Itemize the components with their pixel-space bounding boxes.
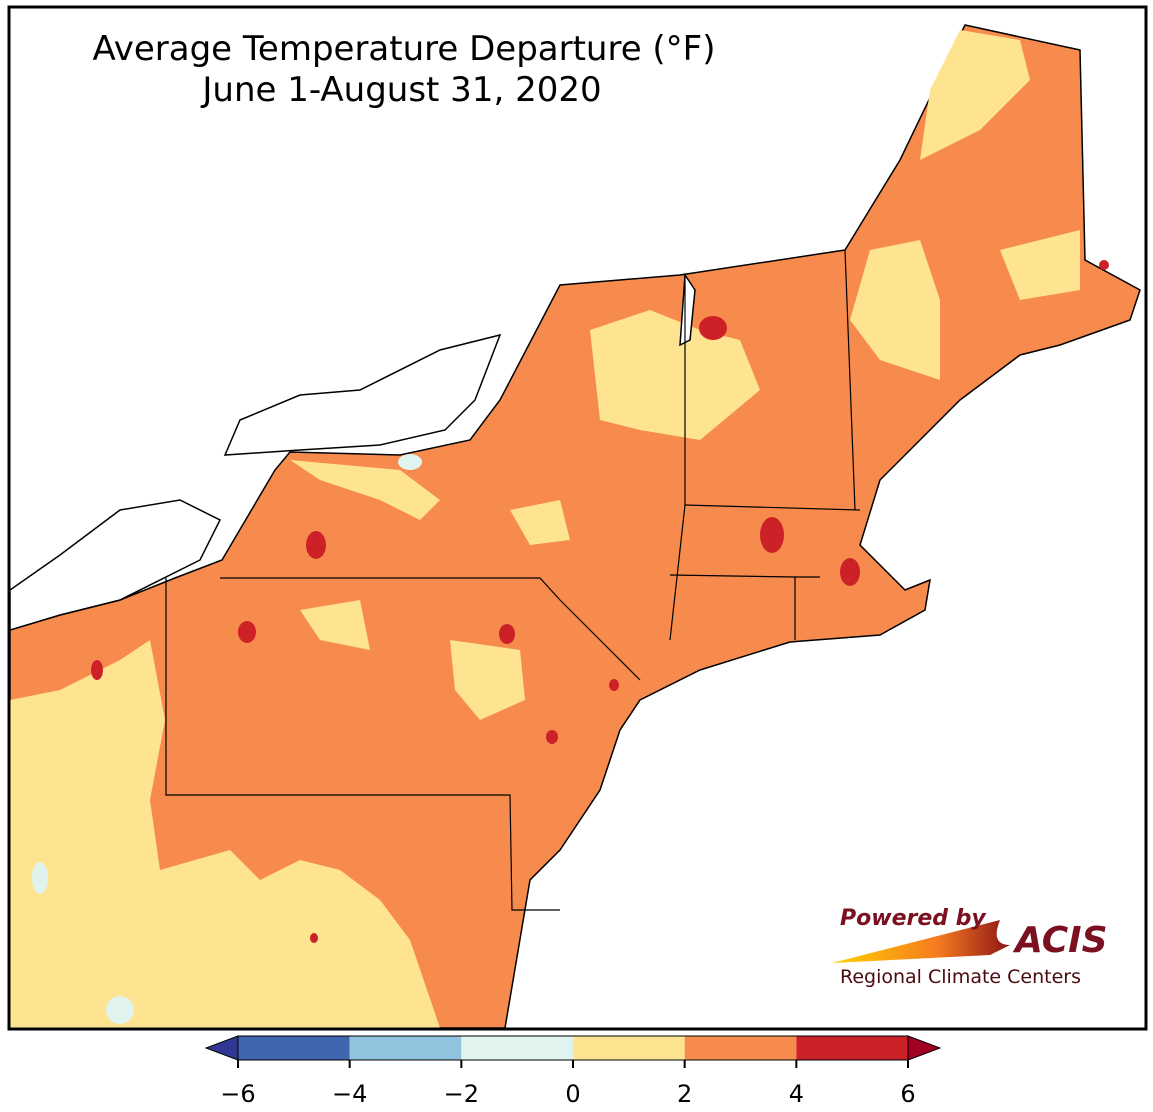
logo-tagline: Powered by <box>840 906 987 931</box>
logo-swoosh <box>832 920 1010 963</box>
subtitle: June 1-August 31, 2020 <box>200 70 601 110</box>
map: Powered by ACIS Regional Climate Centers <box>10 8 1145 1028</box>
colorbar-over <box>907 1035 942 1061</box>
state-borders <box>165 249 861 911</box>
yellow-areas <box>10 30 1080 1028</box>
map-frame <box>7 5 1148 1031</box>
colorbar-segment <box>461 1036 573 1060</box>
colorbar-tick-label: 4 <box>789 1080 804 1108</box>
colorbar-tick-label: −6 <box>220 1080 255 1108</box>
colorbar-under <box>204 1035 239 1061</box>
colorbar-segment <box>349 1036 462 1060</box>
land <box>10 24 1141 1028</box>
colorbar-segment <box>796 1036 908 1060</box>
colorbar-segment <box>238 1036 350 1060</box>
colorbar: −6 −4 −2 0 2 4 6 <box>204 1035 942 1108</box>
title: Average Temperature Departure (°F) <box>92 29 715 69</box>
colorbar-segment <box>573 1036 685 1060</box>
colorbar-tick-label: −2 <box>444 1080 479 1108</box>
colorbar-segment <box>684 1036 797 1060</box>
water <box>10 272 696 631</box>
colorbar-tick-label: 0 <box>565 1080 580 1108</box>
colorbar-tick-label: 6 <box>900 1080 915 1108</box>
acis-logo: Powered by ACIS Regional Climate Centers <box>832 906 1108 988</box>
logo-name: ACIS <box>1012 920 1108 961</box>
colorbar-tick-label: 2 <box>677 1080 692 1108</box>
colorbar-tick-label: −4 <box>332 1080 367 1108</box>
red-areas <box>91 260 1109 943</box>
logo-org: Regional Climate Centers <box>840 966 1081 988</box>
cool-areas <box>32 454 422 1024</box>
